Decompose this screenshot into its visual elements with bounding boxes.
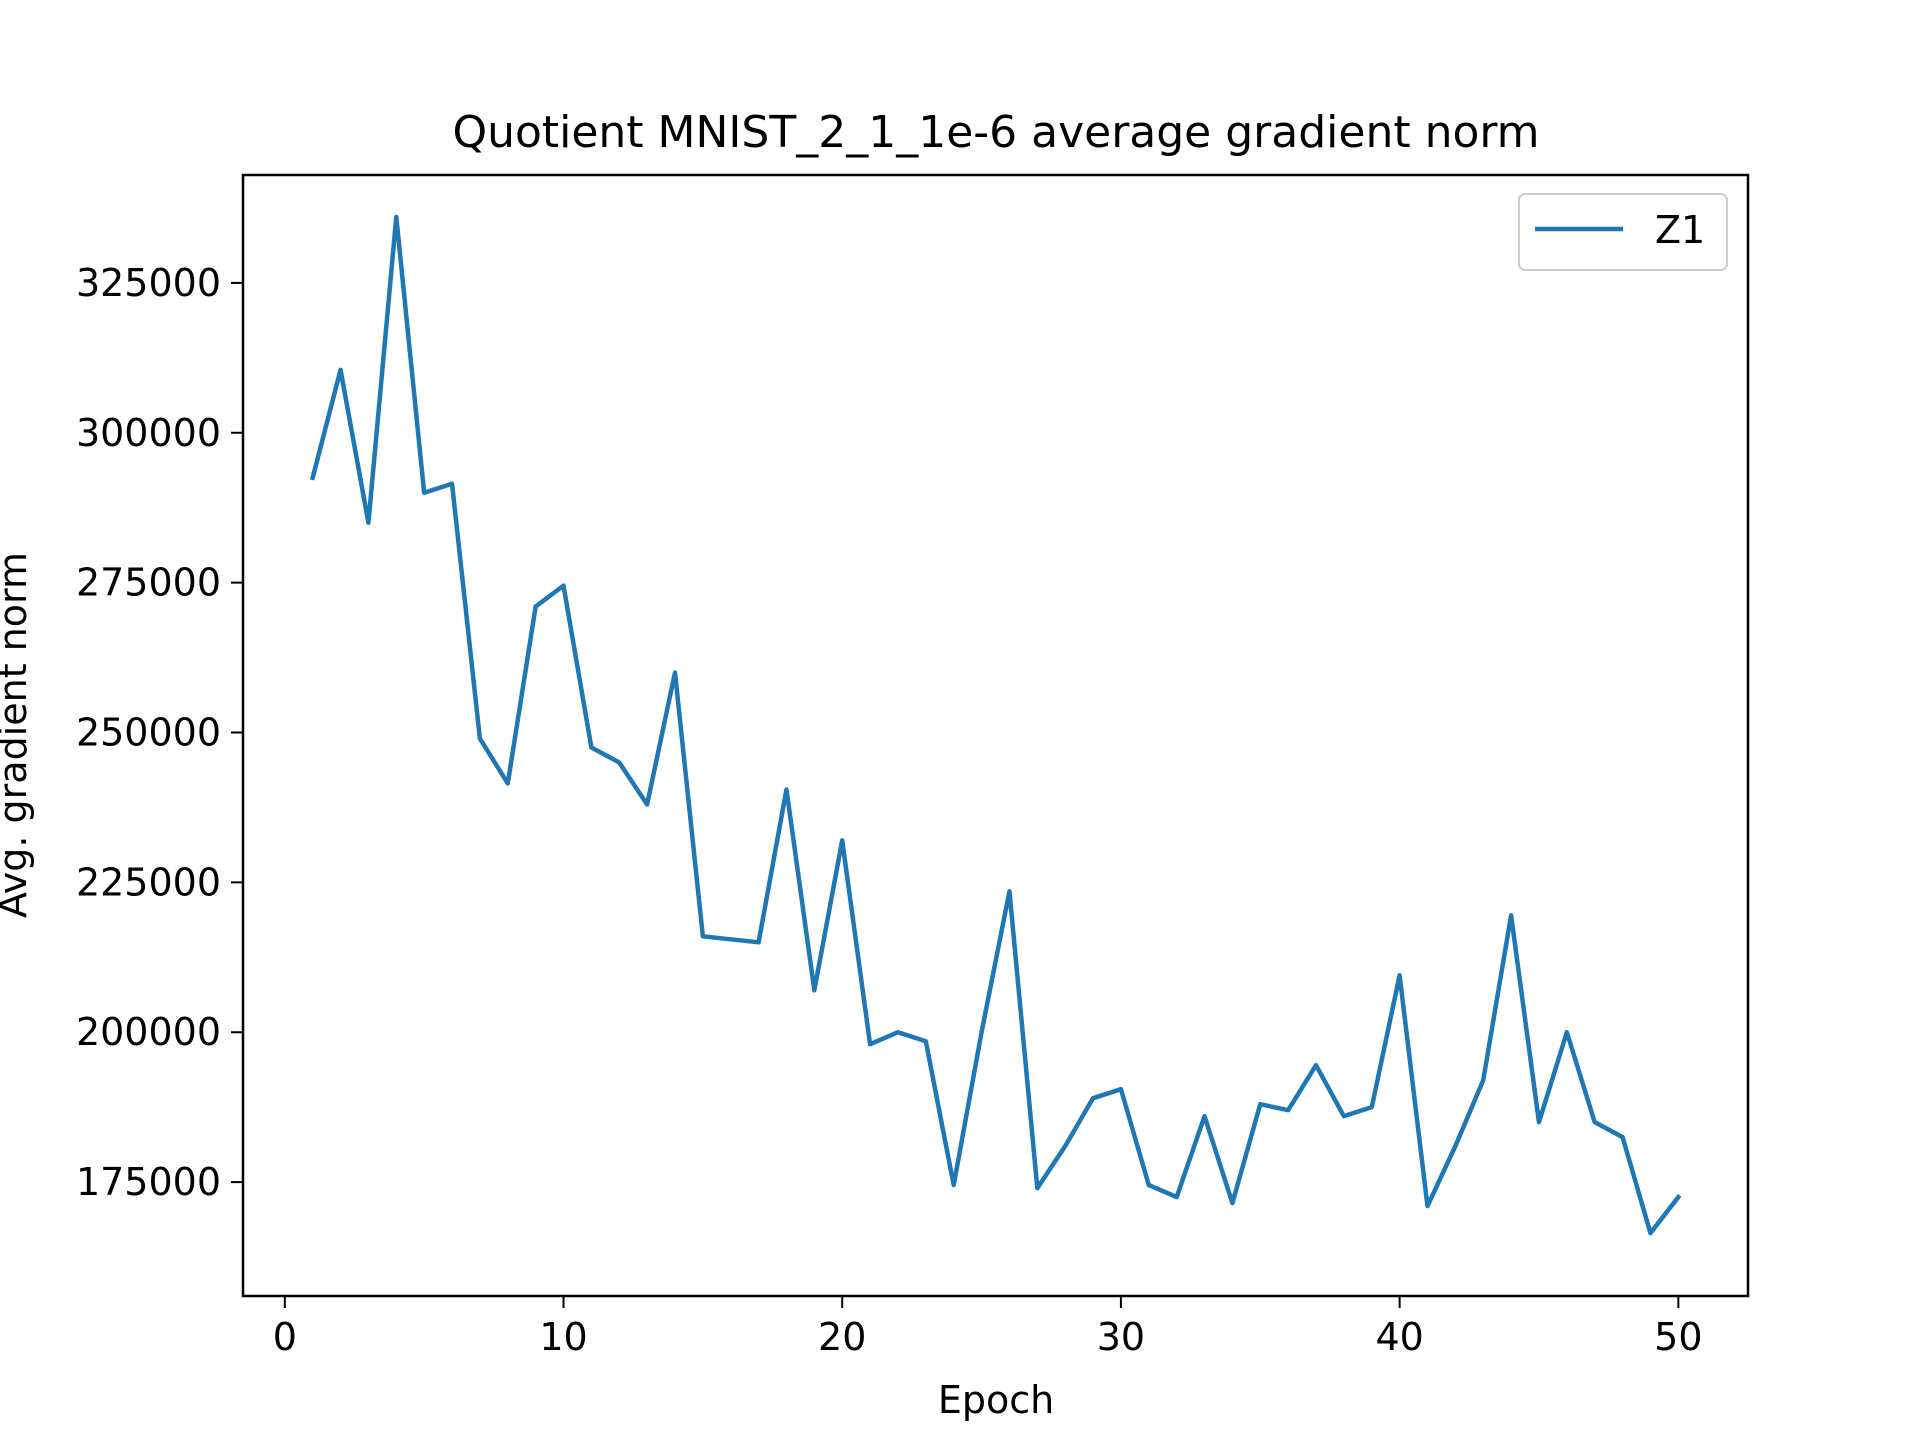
y-axis-label: Avg. gradient norm <box>0 552 35 918</box>
plot-content <box>309 214 1682 1236</box>
x-tick-label: 40 <box>1375 1315 1423 1359</box>
y-tick-label: 175000 <box>76 1160 221 1204</box>
series-line-z1 <box>309 214 1682 1236</box>
legend-box <box>1518 193 1728 271</box>
chart-title: Quotient MNIST_2_1_1e-6 average gradient… <box>452 107 1539 158</box>
x-tick-label: 50 <box>1654 1315 1702 1359</box>
x-axis-label: Epoch <box>938 1378 1054 1422</box>
plot-frame <box>241 173 1750 1298</box>
y-axis-ticks: 175000 200000 225000 250000 275000 300000 3250… <box>76 261 243 1204</box>
legend: Z1 <box>1518 193 1728 271</box>
y-tick-label: 325000 <box>76 261 221 305</box>
y-tick-label: 250000 <box>76 711 221 755</box>
y-tick-label: 200000 <box>76 1010 221 1054</box>
y-tick-label: 275000 <box>76 561 221 605</box>
x-tick-label: 0 <box>273 1315 297 1359</box>
x-axis-ticks: 0 10 20 30 40 50 <box>273 1296 1703 1359</box>
legend-label-z1: Z1 <box>1655 208 1705 252</box>
x-tick-label: 20 <box>818 1315 866 1359</box>
x-tick-label: 10 <box>539 1315 587 1359</box>
y-tick-label: 300000 <box>76 411 221 455</box>
y-tick-label: 225000 <box>76 860 221 904</box>
x-tick-label: 30 <box>1097 1315 1145 1359</box>
